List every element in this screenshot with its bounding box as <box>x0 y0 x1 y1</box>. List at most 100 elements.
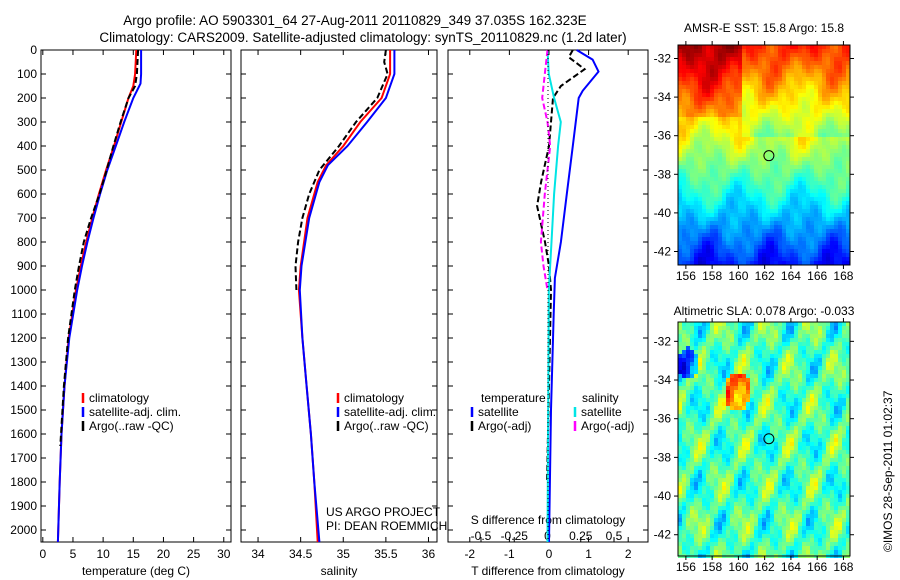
map-cell <box>782 77 786 81</box>
map-cell <box>810 426 814 430</box>
map-cell <box>830 229 834 233</box>
map-cell <box>738 382 742 386</box>
map-cell <box>810 350 814 354</box>
map-cell <box>806 438 810 442</box>
map-cell <box>770 61 774 65</box>
map-cell <box>770 514 774 518</box>
map-cell <box>738 257 742 261</box>
map-cell <box>846 326 850 330</box>
map-cell <box>722 241 726 245</box>
map-cell <box>810 322 814 326</box>
map-cell <box>842 189 846 193</box>
y-tick-label: 400 <box>17 139 37 153</box>
map-cell <box>762 165 766 169</box>
map-cell <box>826 514 830 518</box>
map-cell <box>738 410 742 414</box>
map-cell <box>754 253 758 257</box>
map-cell <box>726 398 730 402</box>
map-cell <box>734 462 738 466</box>
map-cell <box>798 45 802 49</box>
map-cell <box>710 97 714 101</box>
map-cell <box>766 93 770 97</box>
map-cell <box>726 45 730 49</box>
x-tick-label: 20 <box>157 547 171 561</box>
map-cell <box>710 526 714 530</box>
map-cell <box>778 45 782 49</box>
map-cell <box>730 197 734 201</box>
map-cell <box>774 442 778 446</box>
map-cell <box>718 213 722 217</box>
map-cell <box>806 422 810 426</box>
map-cell <box>778 346 782 350</box>
map-cell <box>830 518 834 522</box>
map-cell <box>718 518 722 522</box>
map-cell <box>682 406 686 410</box>
map-cell <box>718 490 722 494</box>
map-cell <box>778 402 782 406</box>
map-cell <box>714 221 718 225</box>
map-cell <box>810 109 814 113</box>
map-cell <box>818 237 822 241</box>
map-cell <box>722 506 726 510</box>
map-cell <box>838 261 842 265</box>
map-cell <box>846 534 850 538</box>
map-cell <box>738 153 742 157</box>
map-cell <box>762 466 766 470</box>
map-cell <box>746 386 750 390</box>
map-cell <box>846 125 850 129</box>
map-cell <box>794 518 798 522</box>
map-cell <box>690 466 694 470</box>
map-cell <box>682 149 686 153</box>
map-cell <box>786 125 790 129</box>
map-cell <box>834 129 838 133</box>
map-cell <box>774 217 778 221</box>
map-cell <box>734 65 738 69</box>
map-cell <box>846 237 850 241</box>
map-cell <box>706 414 710 418</box>
map-cell <box>798 161 802 165</box>
map-cell <box>834 370 838 374</box>
map-cell <box>714 49 718 53</box>
map-cell <box>678 193 682 197</box>
map-cell <box>686 502 690 506</box>
map-cell <box>750 474 754 478</box>
map-cell <box>830 173 834 177</box>
map-cell <box>738 61 742 65</box>
map-cell <box>794 414 798 418</box>
map-cell <box>710 253 714 257</box>
map-cell <box>738 506 742 510</box>
map-cell <box>842 518 846 522</box>
map-cell <box>710 502 714 506</box>
map-cell <box>714 121 718 125</box>
map-cell <box>694 193 698 197</box>
map-cell <box>802 117 806 121</box>
map-cell <box>734 402 738 406</box>
map-cell <box>734 61 738 65</box>
map-cell <box>826 342 830 346</box>
map-cell <box>754 414 758 418</box>
map-cell <box>722 330 726 334</box>
map-cell <box>838 366 842 370</box>
map-cell <box>786 482 790 486</box>
map-cell <box>746 53 750 57</box>
legend-label: Argo(..raw -QC) <box>89 419 174 433</box>
map-cell <box>846 422 850 426</box>
map-cell <box>750 113 754 117</box>
map-cell <box>682 249 686 253</box>
map-cell <box>834 498 838 502</box>
map-cell <box>722 418 726 422</box>
x-tick-label: 156 <box>676 269 696 283</box>
map-cell <box>710 57 714 61</box>
map-cell <box>826 237 830 241</box>
map-cell <box>706 121 710 125</box>
map-cell <box>802 382 806 386</box>
map-cell <box>842 502 846 506</box>
map-cell <box>762 434 766 438</box>
map-cell <box>742 205 746 209</box>
map-cell <box>806 249 810 253</box>
map-cell <box>718 426 722 430</box>
map-cell <box>746 442 750 446</box>
map-cell <box>826 502 830 506</box>
map-cell <box>766 370 770 374</box>
map-cell <box>786 458 790 462</box>
